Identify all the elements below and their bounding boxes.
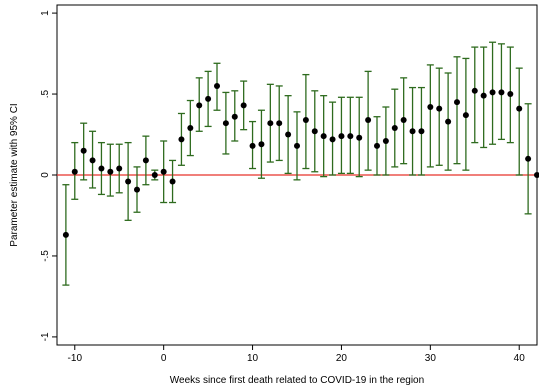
ci-bar [435, 67, 443, 166]
estimate-point [302, 116, 309, 123]
estimate-point [258, 141, 265, 148]
estimate-point [89, 157, 96, 164]
x-tick-label: 10 [247, 353, 259, 364]
estimate-point [382, 138, 389, 144]
estimate-point [498, 89, 505, 96]
estimate-point [471, 87, 478, 94]
estimate-point [418, 128, 425, 135]
estimate-point [338, 133, 345, 140]
ci-bar [515, 67, 523, 176]
estimate-point [71, 168, 78, 175]
estimate-point [462, 112, 469, 119]
estimate-point [489, 89, 496, 96]
estimate-point [276, 120, 283, 127]
estimate-point [62, 231, 69, 238]
estimate-point [356, 134, 363, 141]
estimate-point [525, 155, 532, 162]
estimate-point [329, 136, 336, 143]
estimate-point [409, 128, 416, 135]
y-tick-label: .5 [40, 89, 51, 98]
estimate-point [534, 172, 539, 178]
estimate-point [178, 136, 185, 143]
estimate-point [80, 147, 87, 154]
ci-bar [426, 64, 434, 168]
estimate-point [294, 142, 300, 149]
x-tick-label: 0 [161, 353, 167, 364]
confidence-interval-layer [62, 41, 532, 286]
estimate-point [454, 99, 460, 106]
estimate-point [116, 165, 123, 172]
estimate-point [214, 82, 220, 89]
estimate-point [151, 172, 158, 178]
estimate-point [267, 120, 274, 127]
y-tick-label: 0 [40, 172, 51, 178]
estimate-point [142, 157, 149, 164]
estimate-point [365, 116, 372, 123]
estimate-point [160, 168, 167, 175]
estimate-point [427, 104, 434, 110]
estimate-point [285, 131, 292, 138]
ci-bar [471, 46, 479, 144]
estimate-point [320, 133, 327, 140]
estimate-point [196, 102, 203, 109]
estimate-point [400, 116, 407, 123]
estimate-point [240, 102, 247, 109]
x-tick-label: 40 [514, 353, 526, 364]
x-tick-label: 30 [425, 353, 437, 364]
estimate-point [436, 105, 443, 112]
x-tick-label: -10 [68, 353, 83, 364]
estimate-point [205, 95, 212, 102]
x-axis-title: Weeks since first death related to COVID… [170, 375, 424, 386]
estimate-point [125, 178, 132, 185]
y-tick-label: -.5 [40, 250, 51, 262]
estimate-point [231, 113, 238, 120]
estimate-point [222, 120, 229, 127]
estimate-point [169, 178, 176, 185]
estimate-point [187, 125, 194, 132]
estimate-point [98, 165, 105, 172]
estimate-point [516, 105, 523, 112]
estimate-point [347, 133, 354, 140]
estimate-point [507, 91, 514, 98]
point-layer [62, 82, 539, 238]
x-tick-label: 20 [336, 353, 348, 364]
ci-bar [453, 56, 461, 165]
estimate-point [249, 142, 256, 149]
estimate-point [374, 142, 380, 149]
estimate-point [391, 125, 398, 132]
estimate-point [107, 168, 114, 175]
estimate-point [480, 92, 487, 99]
estimate-point [311, 128, 318, 135]
y-tick-label: 1 [40, 10, 51, 16]
estimate-point [445, 118, 452, 125]
y-tick-label: -1 [40, 332, 51, 341]
estimate-point [134, 186, 140, 193]
y-axis-title: Parameter estimate with 95% CI [9, 103, 20, 246]
